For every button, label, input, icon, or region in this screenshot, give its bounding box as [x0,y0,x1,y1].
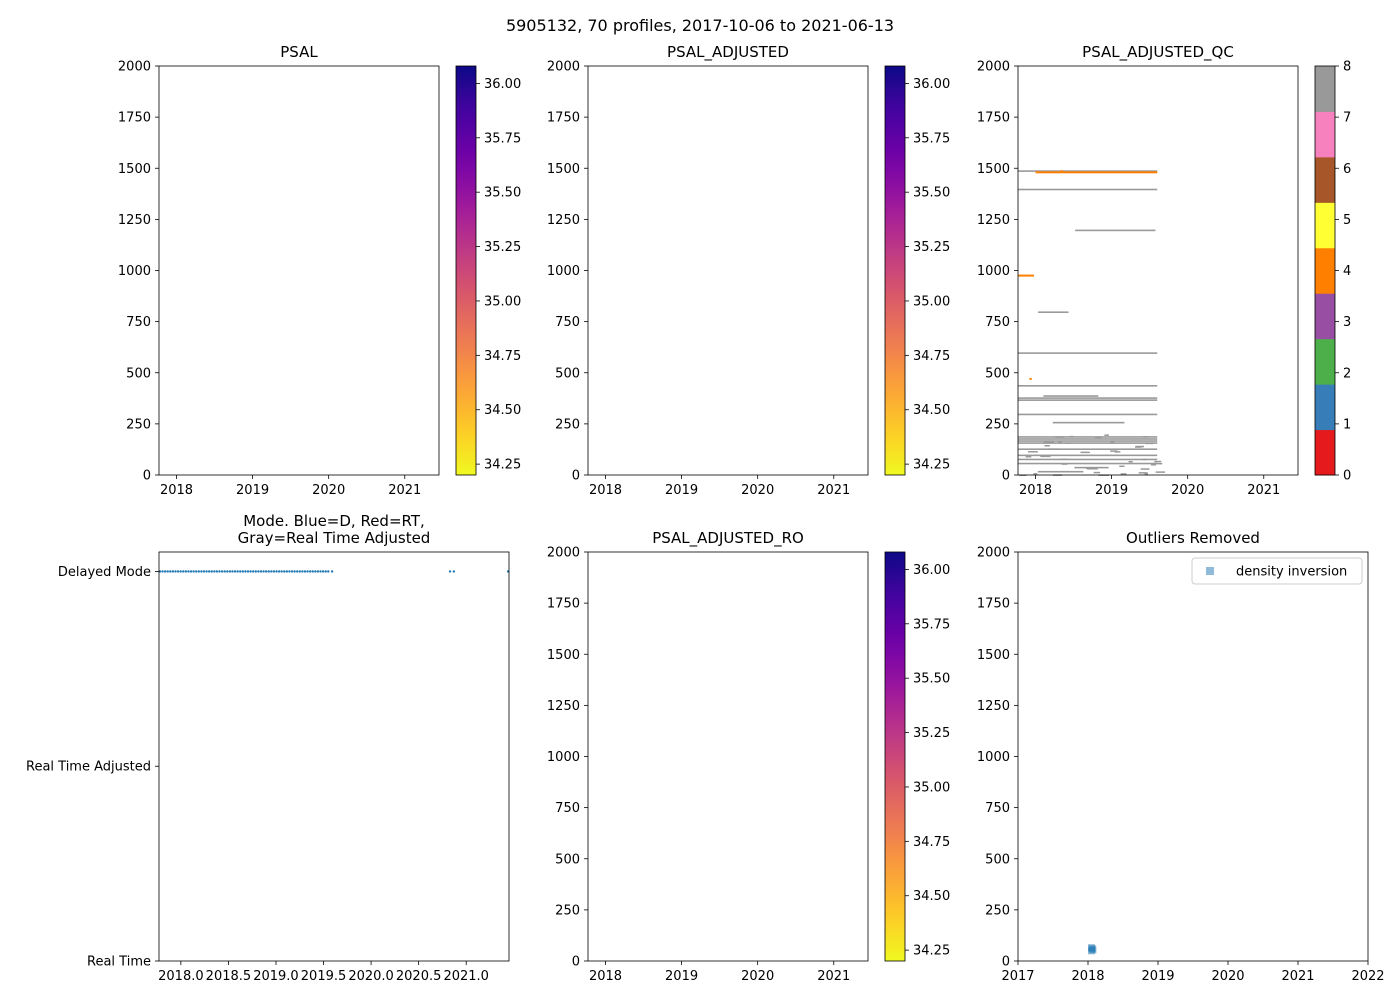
figure-title: 5905132, 70 profiles, 2017-10-06 to 2021… [505,16,895,35]
